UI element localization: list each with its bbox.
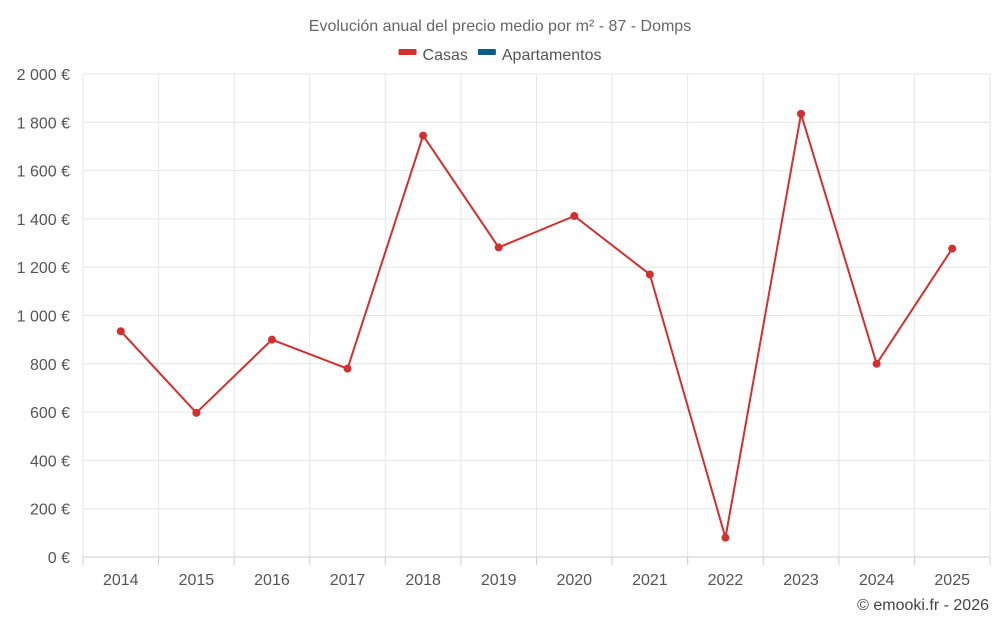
x-tick-label: 2016 — [254, 572, 290, 589]
legend-label: Casas — [423, 47, 468, 64]
data-point — [343, 364, 352, 373]
data-point — [570, 212, 579, 221]
legend-item-apartamentos: Apartamentos — [477, 47, 602, 64]
x-tick-label: 2021 — [632, 572, 668, 589]
data-point — [721, 533, 730, 542]
legend-label: Apartamentos — [502, 47, 602, 64]
x-tick-label: 2020 — [556, 572, 592, 589]
y-tick-label: 200 € — [30, 502, 70, 519]
y-tick-label: 400 € — [30, 453, 70, 470]
series-layer — [116, 109, 957, 542]
x-tick-label: 2023 — [783, 572, 819, 589]
x-tick-label: 2024 — [859, 572, 895, 589]
data-point — [494, 243, 503, 252]
y-tick-label: 1 800 € — [17, 115, 70, 132]
x-tick-label: 2015 — [179, 572, 215, 589]
legend-swatch — [477, 49, 496, 55]
credit-text: © emooki.fr - 2026 — [857, 597, 989, 614]
data-point — [116, 327, 125, 336]
x-tick-label: 2018 — [405, 572, 441, 589]
y-tick-label: 1 600 € — [17, 164, 70, 181]
data-point — [419, 131, 428, 140]
x-tick-label: 2014 — [103, 572, 139, 589]
data-point — [192, 408, 201, 417]
y-tick-label: 800 € — [30, 357, 70, 374]
y-tick-label: 2 000 € — [17, 67, 70, 84]
x-tick-label: 2017 — [330, 572, 366, 589]
data-point — [797, 109, 806, 118]
series-line-casas — [120, 112, 954, 539]
x-tick-label: 2025 — [934, 572, 970, 589]
grid — [82, 73, 991, 557]
y-tick-label: 600 € — [30, 405, 70, 422]
y-tick-label: 1 400 € — [17, 212, 70, 229]
data-point — [872, 359, 881, 368]
x-tick-label: 2019 — [481, 572, 517, 589]
x-axis: 2014 2015 2016 2017 2018 2019 2020 2021 2022 2023… — [82, 556, 991, 589]
data-point — [645, 270, 654, 279]
data-point — [948, 244, 957, 253]
chart-title: Evolución anual del precio medio por m² … — [309, 18, 691, 35]
y-axis: 0 € 200 € 400 € 600 € 800 € 1 000 € 1 200 € 1 4… — [17, 67, 70, 567]
data-point — [267, 335, 276, 344]
legend: Casas Apartamentos — [398, 47, 602, 64]
y-tick-label: 0 € — [48, 550, 70, 567]
legend-item-casas: Casas — [398, 47, 468, 64]
x-tick-label: 2022 — [708, 572, 744, 589]
legend-swatch — [398, 49, 417, 55]
y-tick-label: 1 200 € — [17, 260, 70, 277]
y-tick-label: 1 000 € — [17, 309, 70, 326]
